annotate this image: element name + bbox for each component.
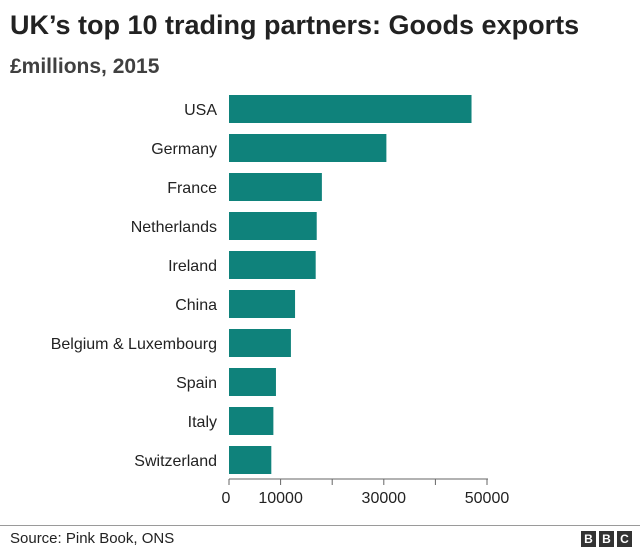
bar-7 bbox=[229, 368, 276, 396]
x-tick-label-1: 10000 bbox=[258, 490, 303, 507]
bar-9 bbox=[229, 446, 272, 474]
logo-letter-b1: B bbox=[581, 531, 596, 547]
bar-5 bbox=[229, 290, 296, 318]
x-tick-label-3: 50000 bbox=[465, 490, 510, 507]
bar-1 bbox=[229, 134, 387, 162]
bbc-logo: B B C bbox=[581, 531, 632, 547]
category-label-2: France bbox=[167, 180, 217, 197]
category-label-3: Netherlands bbox=[131, 219, 217, 236]
source-note: Source: Pink Book, ONS bbox=[10, 530, 175, 547]
bar-3 bbox=[229, 212, 317, 240]
bar-4 bbox=[229, 251, 316, 279]
logo-letter-c: C bbox=[617, 531, 632, 547]
category-label-8: Italy bbox=[188, 414, 217, 431]
chart-title: UK’s top 10 trading partners: Goods expo… bbox=[10, 10, 580, 40]
logo-letter-b2: B bbox=[599, 531, 614, 547]
category-label-9: Switzerland bbox=[134, 453, 217, 470]
category-label-7: Spain bbox=[176, 375, 217, 392]
x-tick-label-0: 0 bbox=[222, 490, 231, 507]
bar-6 bbox=[229, 329, 291, 357]
x-tick-label-2: 30000 bbox=[362, 490, 407, 507]
footer-divider bbox=[0, 525, 640, 526]
category-label-1: Germany bbox=[151, 141, 217, 158]
chart-subtitle: £millions, 2015 bbox=[10, 55, 160, 78]
bar-8 bbox=[229, 407, 274, 435]
category-label-4: Ireland bbox=[168, 258, 217, 275]
category-label-0: USA bbox=[184, 102, 217, 119]
bar-0 bbox=[229, 95, 472, 123]
category-label-6: Belgium & Luxembourg bbox=[51, 336, 217, 353]
bar-2 bbox=[229, 173, 322, 201]
bar-chart: USA Germany France Netherlands Ireland China B… bbox=[51, 95, 510, 507]
category-label-5: China bbox=[175, 297, 217, 314]
